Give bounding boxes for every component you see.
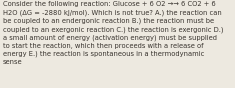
Text: Consider the following reaction: Glucose + 6 O2 →→ 6 CO2 + 6
H2O (ΔG = -2880 kJ/: Consider the following reaction: Glucose… [3, 1, 223, 65]
